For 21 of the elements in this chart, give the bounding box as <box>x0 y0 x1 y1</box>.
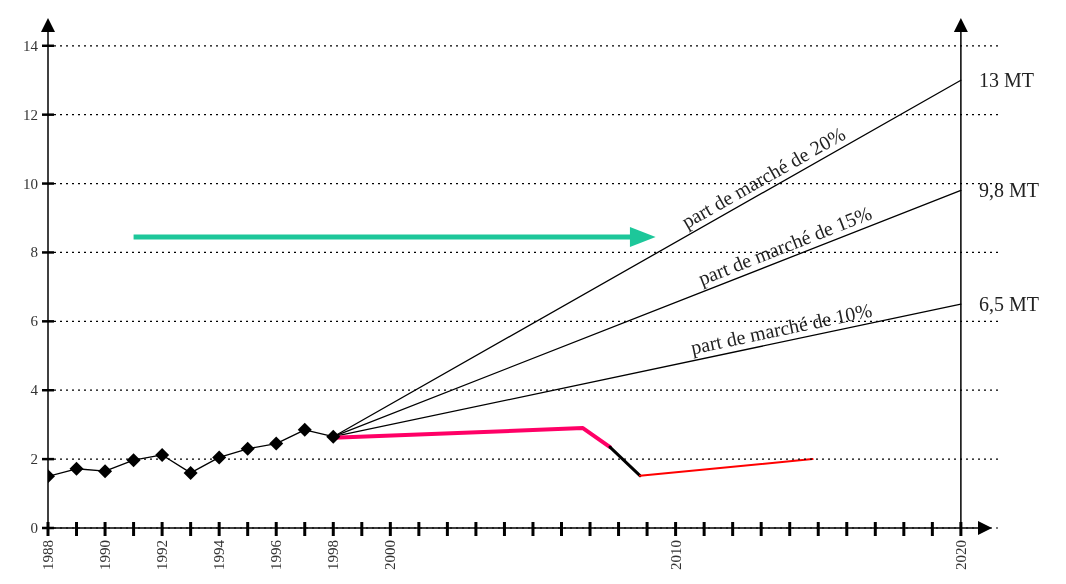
annotation: 13 MT <box>978 69 1034 92</box>
y-tick-label: 14 <box>23 37 39 54</box>
y-tick-label: 8 <box>30 244 38 261</box>
x-tick-label: 2010 <box>667 540 684 570</box>
x-tick-label: 1994 <box>211 539 228 570</box>
x-tick-label: 2020 <box>952 540 969 570</box>
x-tick-label: 1992 <box>154 540 171 570</box>
x-tick-label: 2000 <box>382 540 399 570</box>
annotation: part de marché de 10% <box>688 298 874 360</box>
x-tick-label: 1990 <box>97 540 114 570</box>
y-tick-label: 12 <box>23 106 38 123</box>
x-tick-label: 1996 <box>268 539 285 570</box>
annotation: 9,8 MT <box>978 179 1039 202</box>
y-tick-label: 0 <box>30 520 38 536</box>
annotation: 6,5 MT <box>978 293 1039 316</box>
y-tick-label: 4 <box>30 382 39 399</box>
x-tick-label: 1998 <box>325 540 342 570</box>
y-tick-label: 6 <box>30 313 39 330</box>
y-tick-label: 2 <box>30 451 38 468</box>
y-tick-label: 10 <box>23 175 38 192</box>
x-tick-label: 1988 <box>40 540 56 570</box>
